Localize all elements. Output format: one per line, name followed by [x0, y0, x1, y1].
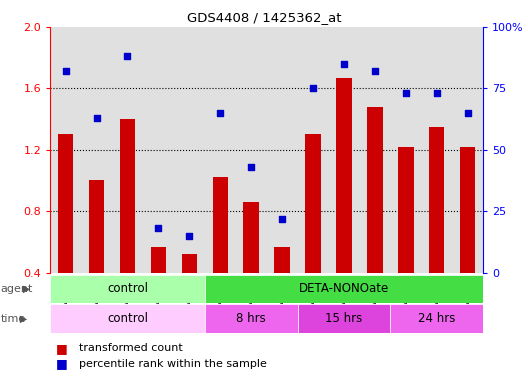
Text: DETA-NONOate: DETA-NONOate: [299, 283, 389, 295]
Bar: [398, 147, 413, 273]
Text: GDS4408 / 1425362_at: GDS4408 / 1425362_at: [187, 12, 341, 25]
Text: transformed count: transformed count: [79, 343, 183, 353]
Bar: [50, 275, 205, 303]
Text: 8 hrs: 8 hrs: [237, 312, 266, 325]
Point: [247, 164, 256, 170]
Bar: [212, 177, 228, 273]
Point: [185, 233, 194, 239]
Bar: [58, 134, 73, 273]
Point: [432, 90, 441, 96]
Point: [61, 68, 70, 74]
Point: [278, 215, 286, 222]
Bar: [367, 107, 383, 273]
Bar: [336, 78, 352, 273]
Point: [464, 110, 472, 116]
Bar: [305, 134, 321, 273]
Point: [123, 53, 131, 60]
Bar: [390, 304, 483, 333]
Bar: [298, 304, 390, 333]
Point: [402, 90, 410, 96]
Point: [309, 85, 317, 91]
Bar: [150, 247, 166, 273]
Bar: [120, 119, 135, 273]
Bar: [182, 254, 197, 273]
Bar: [205, 304, 298, 333]
Point: [154, 225, 163, 232]
Text: ■: ■: [55, 342, 67, 355]
Text: ▶: ▶: [1, 284, 30, 294]
Point: [92, 115, 101, 121]
Bar: [50, 304, 205, 333]
Text: control: control: [107, 283, 148, 295]
Bar: [429, 127, 445, 273]
Point: [371, 68, 379, 74]
Point: [216, 110, 224, 116]
Bar: [205, 275, 483, 303]
Text: control: control: [107, 312, 148, 325]
Text: time: time: [1, 313, 26, 324]
Text: ▶: ▶: [1, 313, 27, 324]
Text: agent: agent: [1, 284, 33, 294]
Bar: [460, 147, 475, 273]
Bar: [243, 202, 259, 273]
Bar: [275, 247, 290, 273]
Text: 15 hrs: 15 hrs: [325, 312, 363, 325]
Bar: [89, 180, 105, 273]
Text: percentile rank within the sample: percentile rank within the sample: [79, 359, 267, 369]
Text: 24 hrs: 24 hrs: [418, 312, 456, 325]
Point: [340, 61, 348, 67]
Text: ■: ■: [55, 357, 67, 370]
